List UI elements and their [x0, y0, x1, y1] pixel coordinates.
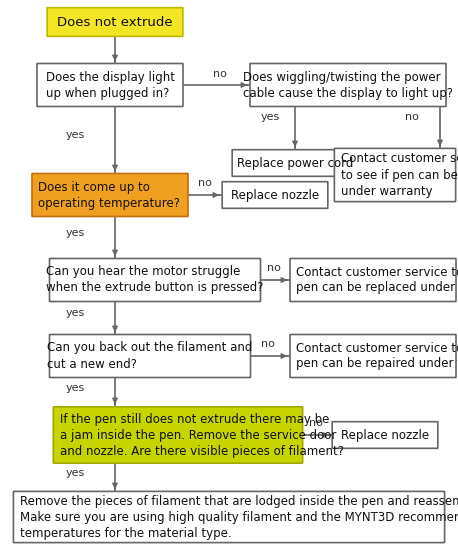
- FancyBboxPatch shape: [290, 334, 456, 377]
- FancyBboxPatch shape: [13, 492, 445, 543]
- Text: Does wiggling/twisting the power
cable cause the display to light up?: Does wiggling/twisting the power cable c…: [243, 71, 453, 100]
- Text: no: no: [261, 339, 275, 349]
- Text: yes: yes: [65, 130, 85, 140]
- Text: no: no: [213, 69, 227, 79]
- Text: Contact customer service
to see if pen can be replaced
under warranty: Contact customer service to see if pen c…: [341, 152, 458, 198]
- FancyBboxPatch shape: [232, 150, 358, 176]
- Text: no: no: [267, 263, 281, 273]
- Text: Can you back out the filament and
cut a new end?: Can you back out the filament and cut a …: [47, 342, 253, 371]
- Text: Can you hear the motor struggle
when the extrude button is pressed?: Can you hear the motor struggle when the…: [46, 265, 264, 295]
- Text: Replace nozzle: Replace nozzle: [341, 428, 429, 441]
- Text: Contact customer service to see if
pen can be replaced under warranty: Contact customer service to see if pen c…: [296, 265, 458, 295]
- Text: yes: yes: [65, 228, 85, 238]
- FancyBboxPatch shape: [334, 148, 456, 202]
- Text: Replace power cord: Replace power cord: [237, 156, 353, 170]
- Text: Contact customer service to see if
pen can be repaired under warranty: Contact customer service to see if pen c…: [296, 342, 458, 371]
- FancyBboxPatch shape: [53, 407, 303, 463]
- Text: no: no: [405, 112, 419, 122]
- FancyBboxPatch shape: [32, 174, 188, 217]
- FancyBboxPatch shape: [290, 259, 456, 301]
- FancyBboxPatch shape: [47, 8, 183, 36]
- Text: Remove the pieces of filament that are lodged inside the pen and reassemble.
Mak: Remove the pieces of filament that are l…: [20, 494, 458, 539]
- Text: no: no: [198, 178, 212, 188]
- FancyBboxPatch shape: [222, 181, 328, 208]
- Text: Does the display light
up when plugged in?: Does the display light up when plugged i…: [45, 71, 174, 100]
- FancyBboxPatch shape: [49, 259, 261, 301]
- Text: yes: yes: [65, 308, 85, 318]
- FancyBboxPatch shape: [49, 334, 251, 377]
- Text: If the pen still does not extrude there may be
a jam inside the pen. Remove the : If the pen still does not extrude there …: [60, 413, 344, 458]
- Text: Replace nozzle: Replace nozzle: [231, 189, 319, 202]
- FancyBboxPatch shape: [250, 63, 446, 106]
- Text: yes: yes: [261, 112, 280, 122]
- FancyBboxPatch shape: [37, 63, 183, 106]
- Text: yes: yes: [65, 383, 85, 393]
- Text: Does not extrude: Does not extrude: [57, 16, 173, 29]
- Text: no: no: [309, 418, 323, 428]
- FancyBboxPatch shape: [332, 422, 438, 449]
- Text: yes: yes: [65, 468, 85, 478]
- Text: Does it come up to
operating temperature?: Does it come up to operating temperature…: [38, 180, 180, 209]
